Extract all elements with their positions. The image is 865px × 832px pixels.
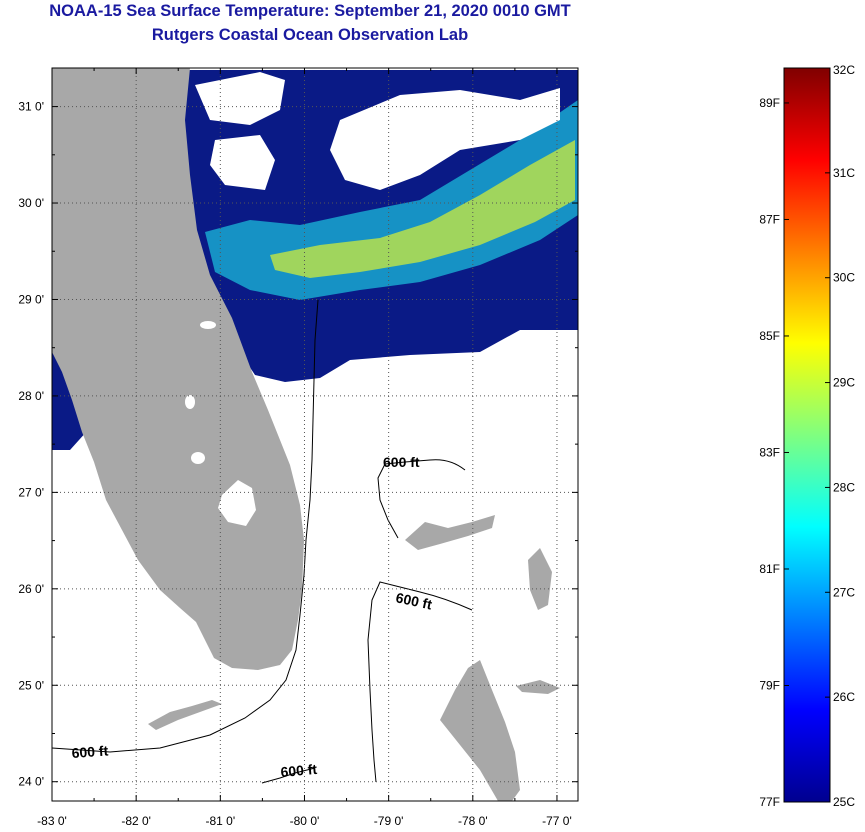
sst-warm-core [270,140,575,278]
fahrenheit-label: 79F [759,678,780,692]
map-ticks [51,68,578,801]
lat-tick-label: 30 0' [18,196,44,210]
cloud-patch [195,72,285,125]
grand-bahama [405,515,495,550]
map-subtitle: Rutgers Coastal Ocean Observation Lab [151,26,469,44]
lon-tick-label: -77 0' [542,814,572,828]
lake-okeechobee [218,480,256,526]
lon-tick-label: -82 0' [121,814,151,828]
contour-600ft-tongue [367,581,473,783]
celsius-label: 30C [833,271,855,285]
lon-tick-label: -78 0' [458,814,488,828]
map-frame [51,67,579,802]
florida-keys [148,700,222,730]
celsius-label: 27C [833,585,855,599]
celsius-label: 28C [833,480,855,494]
contour-label: 600 ft [280,761,318,780]
contour-label: 600 ft [71,742,109,761]
map-tick-labels: -83 0' -82 0' -81 0' -80 0' -79 0' -78 0' -77 … [18,100,571,828]
lake [200,321,216,329]
fahrenheit-label: 85F [759,329,780,343]
lon-tick-label: -83 0' [37,814,67,828]
contour-600ft-south [261,767,316,784]
colorbar [783,67,831,803]
map-content [52,68,578,801]
fahrenheit-label: 83F [759,445,780,459]
fahrenheit-label: 77F [759,795,780,809]
colorbar-labels: 32C 31C 30C 29C 28C 27C 26C 25C 89F 87F 85F 83F 81F 7… [759,63,855,809]
lat-tick-label: 29 0' [18,292,44,306]
contour-label: 600 ft [383,454,420,470]
depth-contours [52,299,473,784]
lon-tick-label: -81 0' [205,814,235,828]
celsius-label: 25C [833,795,855,809]
lake [185,395,195,409]
fahrenheit-label: 89F [759,96,780,110]
lon-tick-label: -79 0' [374,814,404,828]
celsius-label: 26C [833,690,855,704]
colorbar-ticks [784,67,830,803]
contour-600ft-bahamas-north [377,459,466,539]
lat-tick-label: 27 0' [18,485,44,499]
lat-tick-label: 31 0' [18,100,44,114]
celsius-label: 29C [833,376,855,390]
lat-tick-label: 25 0' [18,678,44,692]
andros-island [440,660,520,801]
lat-tick-label: 28 0' [18,389,44,403]
cloud-patch [210,135,275,190]
lat-tick-label: 24 0' [18,775,44,789]
abaco-island [528,548,552,610]
lake [191,452,205,464]
cloud-patch [330,88,560,190]
fahrenheit-label: 81F [759,562,780,576]
lat-tick-label: 26 0' [18,582,44,596]
lon-tick-label: -80 0' [290,814,320,828]
contour-label: 600 ft [394,589,433,612]
contour-600ft-florida [52,299,319,753]
celsius-label: 31C [833,166,855,180]
fahrenheit-label: 87F [759,212,780,226]
map-title: NOAA-15 Sea Surface Temperature: Septemb… [49,2,571,20]
bahama-islet [516,680,560,694]
celsius-label: 32C [833,63,855,77]
